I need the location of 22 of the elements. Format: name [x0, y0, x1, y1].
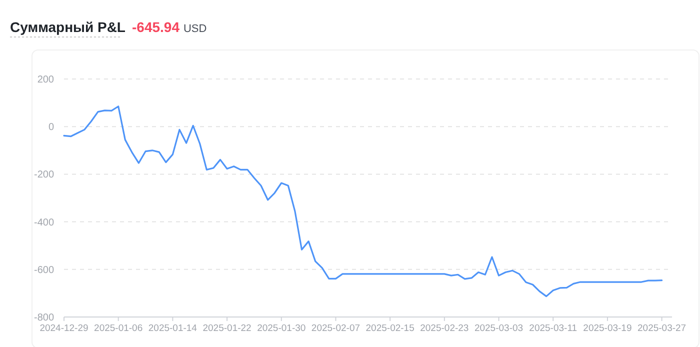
y-tick-label: -800 [34, 312, 54, 324]
text: USD [183, 23, 207, 35]
y-tick-label: 0 [48, 122, 54, 134]
x-tick-label: 2025-02-23 [420, 323, 469, 334]
y-tick-label: 200 [37, 74, 54, 86]
chart-title: Суммарный P&L [10, 19, 126, 35]
y-tick-label: -600 [34, 264, 54, 276]
x-tick-label: 2025-03-19 [583, 323, 632, 334]
x-tick-label: 2025-02-15 [366, 323, 414, 334]
x-tick-label: 2025-01-14 [148, 323, 197, 334]
x-tick-label: 2025-03-03 [474, 323, 524, 334]
x-tick-label: 2025-01-06 [94, 323, 143, 334]
x-tick-label: 2025-03-27 [638, 323, 686, 334]
line-series [63, 106, 663, 298]
x-tick-label: 2025-03-11 [529, 323, 578, 334]
x-tick-label: 2025-02-07 [311, 323, 360, 334]
x-tick-label: 2025-01-22 [202, 323, 252, 334]
x-tick-label: 2025-01-30 [257, 323, 306, 334]
text: -645.94 [132, 19, 180, 35]
y-tick-label: -200 [34, 170, 54, 181]
x-tick-label: 2024-12-29 [40, 323, 88, 334]
y-tick-label: -400 [34, 217, 54, 228]
